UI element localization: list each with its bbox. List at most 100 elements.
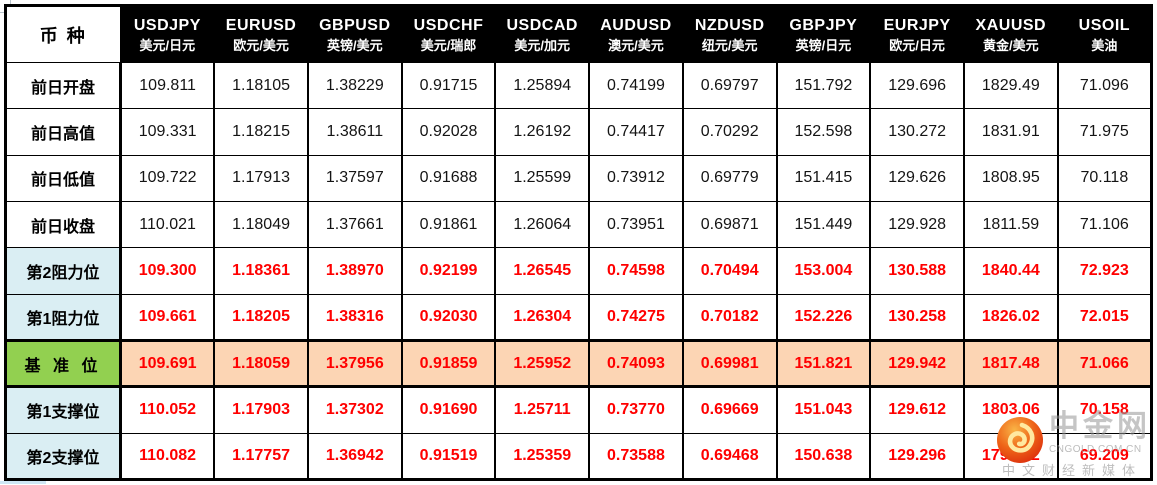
table-row: 前日低值 109.722 1.17913 1.37597 0.91688 1.25599 0… [4, 154, 1153, 202]
value-cell: 1.38611 [306, 108, 403, 156]
value-cell: 1.17757 [213, 432, 309, 481]
value-cell: 152.226 [775, 293, 872, 341]
value-cell: 1.25894 [494, 61, 591, 110]
value-cell: 129.296 [869, 432, 965, 481]
table-row: 第2支撑位 110.082 1.17757 1.36942 0.91519 1.25359… [4, 432, 1153, 481]
row-label: 前日开盘 [4, 61, 122, 110]
pair-name-cn: 英镑/日元 [795, 37, 852, 53]
value-cell: 0.69981 [681, 339, 778, 388]
pair-name-cn: 欧元/日元 [889, 37, 945, 53]
pair-code: XAUUSD [975, 16, 1047, 34]
pair-name-cn: 纽元/美元 [701, 37, 758, 53]
value-cell: 1811.59 [962, 200, 1059, 249]
pivot-table: 币 种 USDJPY 美元/日元 EURUSD 欧元/美元 GBPUSD 英镑/美元 USDC… [4, 4, 1153, 481]
row-label: 第1阻力位 [4, 293, 122, 341]
value-cell: 0.73588 [588, 432, 684, 481]
row-label: 第1支撑位 [4, 386, 122, 434]
value-cell: 110.021 [119, 200, 216, 249]
value-cell: 0.70182 [681, 293, 778, 341]
value-cell: 110.082 [119, 432, 216, 481]
value-cell: 153.004 [775, 247, 872, 295]
gridline-artifact-bottom [0, 481, 46, 484]
value-cell: 1817.48 [962, 339, 1059, 388]
table-row: 前日高值 109.331 1.18215 1.38611 0.92028 1.26192 0… [4, 108, 1153, 156]
value-cell: 0.69871 [681, 200, 778, 249]
value-cell: 1.26545 [494, 247, 591, 295]
value-cell: 0.74275 [588, 293, 684, 341]
value-cell: 151.415 [775, 154, 872, 202]
value-cell: 1840.44 [962, 247, 1059, 295]
value-cell: 0.91688 [400, 154, 497, 202]
value-cell: 0.69468 [681, 432, 778, 481]
table-row: 前日开盘 109.811 1.18105 1.38229 0.91715 1.25894 0… [4, 61, 1153, 110]
pair-name-cn: 澳元/美元 [608, 37, 664, 53]
value-cell: 0.69669 [681, 386, 778, 434]
pair-code: AUDUSD [600, 16, 672, 34]
value-cell: 129.942 [869, 339, 965, 388]
column-header-gbpusd: GBPUSD 英镑/美元 [306, 5, 403, 63]
row-label: 前日高值 [4, 108, 122, 156]
pair-code: NZDUSD [694, 16, 765, 34]
value-cell: 71.106 [1056, 200, 1153, 249]
value-cell: 1.25711 [494, 386, 591, 434]
value-cell: 1.18361 [213, 247, 309, 295]
column-header-usdchf: USDCHF 美元/瑞郎 [400, 5, 497, 63]
row-label: 第2阻力位 [4, 247, 122, 295]
value-cell: 109.300 [119, 247, 216, 295]
row-label: 前日低值 [4, 154, 122, 202]
value-cell: 1.37661 [306, 200, 403, 249]
value-cell: 1.38970 [306, 247, 403, 295]
value-cell: 1829.49 [962, 61, 1059, 110]
value-cell: 0.91690 [400, 386, 497, 434]
pair-name-cn: 黄金/美元 [983, 37, 1039, 53]
value-cell: 71.066 [1056, 339, 1153, 388]
value-cell: 0.74598 [588, 247, 684, 295]
value-cell: 0.74417 [588, 108, 684, 156]
value-cell: 1.18205 [213, 293, 309, 341]
value-cell: 1.37597 [306, 154, 403, 202]
value-cell: 1.17913 [213, 154, 309, 202]
value-cell: 129.612 [869, 386, 965, 434]
value-cell: 1.37302 [306, 386, 403, 434]
value-cell: 0.91715 [400, 61, 497, 110]
value-cell: 1.26064 [494, 200, 591, 249]
value-cell: 0.92199 [400, 247, 497, 295]
value-cell: 0.69779 [681, 154, 778, 202]
value-cell: 0.74093 [588, 339, 684, 388]
value-cell: 1.18215 [213, 108, 309, 156]
value-cell: 129.696 [869, 61, 965, 110]
pair-code: GBPJPY [789, 16, 858, 34]
value-cell: 0.91519 [400, 432, 497, 481]
pair-code: USDJPY [133, 16, 201, 34]
value-cell: 152.598 [775, 108, 872, 156]
value-cell: 0.73951 [588, 200, 684, 249]
pair-name-cn: 美元/瑞郎 [420, 37, 477, 53]
value-cell: 110.052 [119, 386, 216, 434]
value-cell: 129.626 [869, 154, 965, 202]
value-cell: 151.043 [775, 386, 872, 434]
column-header-eurjpy: EURJPY 欧元/日元 [869, 5, 965, 63]
table-row: 第2阻力位 109.300 1.18361 1.38970 0.92199 1.26545… [4, 247, 1153, 295]
value-cell: 130.272 [869, 108, 965, 156]
value-cell: 1.38229 [306, 61, 403, 110]
value-cell: 1.26304 [494, 293, 591, 341]
column-header-xauusd: XAUUSD 黄金/美元 [962, 5, 1059, 63]
column-header-usdcad: USDCAD 美元/加元 [494, 5, 591, 63]
value-cell: 1.25359 [494, 432, 591, 481]
pair-code: EURJPY [883, 16, 951, 34]
row-label: 前日收盘 [4, 200, 122, 249]
corner-label: 币 种 [4, 5, 122, 63]
pair-code: USDCHF [413, 16, 484, 34]
value-cell: 0.70494 [681, 247, 778, 295]
value-cell: 130.588 [869, 247, 965, 295]
value-cell: 0.73770 [588, 386, 684, 434]
value-cell: 1.18059 [213, 339, 309, 388]
value-cell: 1.18049 [213, 200, 309, 249]
value-cell: 109.722 [119, 154, 216, 202]
value-cell: 69.209 [1056, 432, 1153, 481]
pair-code: USOIL [1078, 16, 1131, 34]
table-row: 第1支撑位 110.052 1.17903 1.37302 0.91690 1.25711… [4, 386, 1153, 434]
value-cell: 151.449 [775, 200, 872, 249]
pair-name-cn: 欧元/美元 [233, 37, 289, 53]
value-cell: 0.74199 [588, 61, 684, 110]
